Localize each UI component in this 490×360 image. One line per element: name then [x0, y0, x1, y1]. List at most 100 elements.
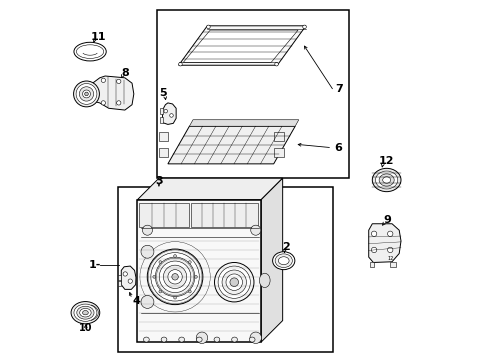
Ellipse shape	[164, 109, 168, 113]
Bar	[118, 187, 333, 352]
Text: 12: 12	[388, 256, 394, 261]
Ellipse shape	[222, 270, 246, 294]
Ellipse shape	[151, 253, 199, 301]
Ellipse shape	[214, 337, 220, 342]
Polygon shape	[183, 30, 298, 62]
Ellipse shape	[74, 81, 99, 107]
Polygon shape	[179, 26, 306, 65]
Polygon shape	[368, 224, 401, 262]
Ellipse shape	[155, 257, 195, 297]
Ellipse shape	[388, 247, 393, 253]
Polygon shape	[390, 262, 395, 267]
Ellipse shape	[76, 45, 104, 58]
Polygon shape	[137, 178, 283, 200]
Ellipse shape	[82, 90, 91, 98]
Ellipse shape	[164, 265, 187, 288]
Ellipse shape	[80, 309, 91, 317]
Ellipse shape	[143, 225, 152, 235]
Bar	[139, 203, 189, 226]
Polygon shape	[274, 132, 285, 140]
Text: 10: 10	[79, 323, 93, 333]
Polygon shape	[160, 117, 163, 123]
Polygon shape	[122, 266, 136, 289]
Ellipse shape	[375, 171, 398, 189]
Ellipse shape	[82, 311, 88, 315]
Ellipse shape	[196, 337, 202, 342]
Ellipse shape	[128, 279, 132, 283]
Ellipse shape	[371, 247, 377, 253]
Text: 7: 7	[335, 84, 343, 94]
Polygon shape	[93, 76, 134, 110]
Polygon shape	[370, 262, 374, 267]
Text: 4: 4	[132, 296, 140, 306]
Ellipse shape	[275, 62, 278, 66]
Ellipse shape	[71, 302, 100, 324]
Ellipse shape	[74, 42, 106, 61]
Ellipse shape	[249, 337, 255, 342]
Text: 6: 6	[334, 143, 342, 153]
Polygon shape	[168, 126, 295, 164]
Ellipse shape	[141, 245, 154, 258]
Bar	[157, 10, 349, 178]
Ellipse shape	[179, 62, 182, 66]
Ellipse shape	[379, 174, 394, 186]
Ellipse shape	[226, 274, 243, 291]
Ellipse shape	[196, 332, 208, 343]
Polygon shape	[119, 275, 122, 280]
Ellipse shape	[147, 249, 203, 305]
Ellipse shape	[230, 278, 239, 287]
Text: 9: 9	[383, 215, 391, 225]
Ellipse shape	[123, 272, 127, 276]
Ellipse shape	[251, 225, 261, 235]
Ellipse shape	[76, 84, 97, 104]
Ellipse shape	[188, 290, 191, 293]
Ellipse shape	[179, 337, 185, 342]
Polygon shape	[190, 120, 299, 126]
Polygon shape	[137, 200, 261, 342]
Bar	[191, 203, 258, 226]
Text: 12: 12	[379, 156, 394, 166]
Ellipse shape	[215, 262, 254, 302]
Polygon shape	[160, 108, 163, 114]
Ellipse shape	[170, 114, 173, 117]
Ellipse shape	[159, 261, 191, 293]
Ellipse shape	[388, 231, 393, 237]
Ellipse shape	[195, 275, 197, 278]
Ellipse shape	[141, 296, 154, 309]
Ellipse shape	[153, 275, 156, 278]
Text: 11: 11	[90, 32, 106, 41]
Ellipse shape	[278, 257, 289, 265]
Polygon shape	[274, 148, 285, 157]
Ellipse shape	[207, 25, 210, 29]
Ellipse shape	[272, 252, 295, 270]
Ellipse shape	[250, 332, 262, 343]
Ellipse shape	[232, 337, 238, 342]
Polygon shape	[163, 103, 176, 125]
Polygon shape	[119, 281, 122, 286]
Ellipse shape	[172, 274, 178, 280]
Polygon shape	[159, 148, 168, 157]
Ellipse shape	[371, 231, 377, 237]
Ellipse shape	[303, 25, 306, 29]
Ellipse shape	[101, 101, 105, 105]
Text: 8: 8	[121, 68, 129, 78]
Ellipse shape	[383, 177, 391, 183]
Ellipse shape	[372, 168, 401, 192]
Ellipse shape	[173, 296, 176, 299]
Polygon shape	[159, 132, 168, 140]
Ellipse shape	[168, 270, 182, 284]
Ellipse shape	[188, 261, 191, 264]
Text: 3: 3	[155, 176, 163, 186]
Ellipse shape	[218, 266, 250, 298]
Text: 5: 5	[159, 88, 166, 98]
Ellipse shape	[117, 79, 121, 84]
Ellipse shape	[74, 304, 97, 321]
Ellipse shape	[85, 92, 88, 96]
Ellipse shape	[275, 254, 293, 267]
Ellipse shape	[161, 337, 167, 342]
Ellipse shape	[117, 101, 121, 105]
Ellipse shape	[159, 261, 162, 264]
Text: 2: 2	[282, 242, 290, 252]
Ellipse shape	[77, 306, 94, 319]
Ellipse shape	[259, 273, 270, 288]
